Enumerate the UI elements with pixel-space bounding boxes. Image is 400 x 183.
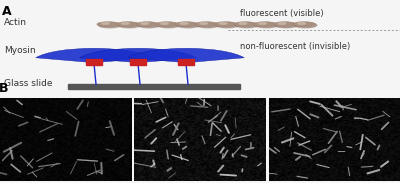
Circle shape — [141, 23, 149, 24]
Circle shape — [195, 22, 217, 27]
Wedge shape — [80, 48, 196, 63]
Bar — [68, 84, 240, 89]
Circle shape — [273, 22, 296, 27]
Circle shape — [234, 22, 256, 27]
Circle shape — [156, 22, 178, 27]
Circle shape — [177, 23, 199, 28]
Bar — [178, 59, 194, 65]
Text: Actin: Actin — [4, 18, 27, 27]
Circle shape — [102, 23, 110, 24]
Circle shape — [254, 22, 276, 27]
Circle shape — [236, 23, 258, 28]
Circle shape — [278, 23, 286, 24]
Circle shape — [138, 23, 160, 28]
Circle shape — [294, 23, 317, 28]
Circle shape — [200, 23, 208, 24]
Circle shape — [293, 22, 315, 27]
Circle shape — [98, 23, 121, 28]
Circle shape — [258, 23, 266, 24]
Text: Myosin: Myosin — [4, 46, 36, 55]
Bar — [130, 59, 146, 65]
Text: fluorescent (visible): fluorescent (visible) — [240, 9, 324, 18]
Circle shape — [157, 23, 180, 28]
Circle shape — [298, 23, 306, 24]
Circle shape — [118, 23, 140, 28]
Circle shape — [196, 23, 219, 28]
Circle shape — [97, 22, 119, 27]
Text: A: A — [2, 5, 12, 18]
Text: B: B — [0, 82, 8, 95]
Circle shape — [136, 22, 158, 27]
Circle shape — [216, 23, 238, 28]
Text: non-fluorescent (invisible): non-fluorescent (invisible) — [240, 42, 350, 51]
Circle shape — [255, 23, 278, 28]
Circle shape — [219, 23, 227, 24]
Circle shape — [180, 23, 188, 24]
Text: Glass slide: Glass slide — [4, 79, 52, 87]
Wedge shape — [128, 48, 244, 63]
Wedge shape — [36, 48, 152, 63]
Circle shape — [116, 22, 139, 27]
Bar — [86, 59, 102, 65]
Circle shape — [175, 22, 198, 27]
Circle shape — [214, 22, 237, 27]
Circle shape — [121, 23, 129, 24]
Circle shape — [160, 23, 168, 24]
Circle shape — [275, 23, 297, 28]
Circle shape — [239, 23, 247, 24]
